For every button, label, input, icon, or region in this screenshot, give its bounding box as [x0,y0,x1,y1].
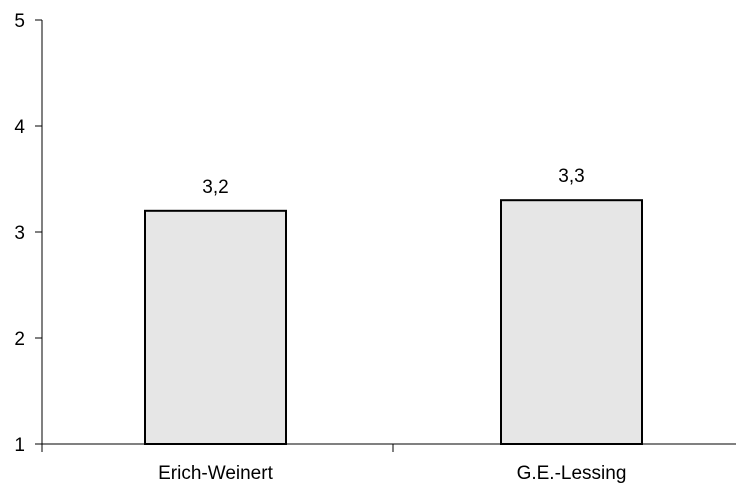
y-tick-label: 5 [14,11,25,32]
y-tick-label: 3 [14,223,25,244]
chart-labels: 1 2 3 4 5 3,2 Erich-Weinert 3,3 G.E.-Lessing [14,11,626,484]
data-label: 3,3 [558,166,584,187]
bar [500,199,643,445]
x-tick-label: G.E.-Lessing [517,463,627,484]
data-label: 3,2 [202,177,228,198]
y-tick-label: 1 [14,435,25,456]
chart-bars [144,199,643,445]
y-tick-label: 2 [14,329,25,350]
bar [144,209,287,445]
x-tick-label: Erich-Weinert [158,463,273,484]
y-tick-label: 4 [14,117,25,138]
